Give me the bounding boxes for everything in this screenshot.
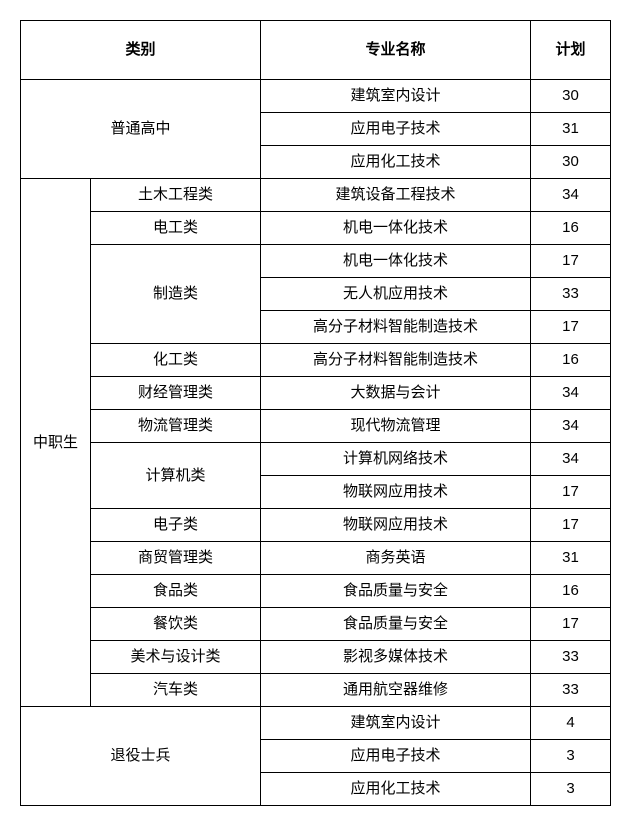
table-row: 食品类食品质量与安全16 (21, 575, 611, 608)
major-cell: 现代物流管理 (261, 410, 531, 443)
plan-cell: 17 (531, 476, 611, 509)
plan-cell: 31 (531, 542, 611, 575)
subcategory-label: 食品类 (91, 575, 261, 608)
plan-cell: 31 (531, 113, 611, 146)
major-cell: 建筑室内设计 (261, 80, 531, 113)
table-row: 汽车类通用航空器维修33 (21, 674, 611, 707)
plan-cell: 34 (531, 443, 611, 476)
enrollment-plan-table: 类别 专业名称 计划 普通高中建筑室内设计30应用电子技术31应用化工技术30中… (20, 20, 611, 806)
major-cell: 影视多媒体技术 (261, 641, 531, 674)
table-row: 美术与设计类影视多媒体技术33 (21, 641, 611, 674)
plan-cell: 16 (531, 575, 611, 608)
subcategory-label: 财经管理类 (91, 377, 261, 410)
table-row: 退役士兵建筑室内设计4 (21, 707, 611, 740)
plan-cell: 34 (531, 410, 611, 443)
major-cell: 建筑设备工程技术 (261, 179, 531, 212)
group-label: 普通高中 (21, 80, 261, 179)
subcategory-label: 制造类 (91, 245, 261, 344)
header-major: 专业名称 (261, 21, 531, 80)
subcategory-label: 计算机类 (91, 443, 261, 509)
plan-cell: 16 (531, 344, 611, 377)
major-cell: 无人机应用技术 (261, 278, 531, 311)
table-row: 物流管理类现代物流管理34 (21, 410, 611, 443)
plan-cell: 33 (531, 278, 611, 311)
plan-cell: 30 (531, 146, 611, 179)
subcategory-label: 化工类 (91, 344, 261, 377)
plan-cell: 3 (531, 740, 611, 773)
header-plan: 计划 (531, 21, 611, 80)
plan-cell: 30 (531, 80, 611, 113)
plan-cell: 33 (531, 674, 611, 707)
major-cell: 计算机网络技术 (261, 443, 531, 476)
major-cell: 应用电子技术 (261, 740, 531, 773)
plan-cell: 33 (531, 641, 611, 674)
major-cell: 应用化工技术 (261, 773, 531, 806)
plan-cell: 17 (531, 509, 611, 542)
plan-cell: 17 (531, 311, 611, 344)
major-cell: 食品质量与安全 (261, 608, 531, 641)
group-label: 退役士兵 (21, 707, 261, 806)
subcategory-label: 电工类 (91, 212, 261, 245)
plan-cell: 4 (531, 707, 611, 740)
plan-cell: 17 (531, 608, 611, 641)
major-cell: 机电一体化技术 (261, 245, 531, 278)
major-cell: 高分子材料智能制造技术 (261, 344, 531, 377)
major-cell: 大数据与会计 (261, 377, 531, 410)
subcategory-label: 汽车类 (91, 674, 261, 707)
header-category: 类别 (21, 21, 261, 80)
subcategory-label: 电子类 (91, 509, 261, 542)
major-cell: 高分子材料智能制造技术 (261, 311, 531, 344)
major-cell: 应用电子技术 (261, 113, 531, 146)
table-row: 电子类物联网应用技术17 (21, 509, 611, 542)
major-cell: 通用航空器维修 (261, 674, 531, 707)
plan-cell: 34 (531, 377, 611, 410)
major-cell: 物联网应用技术 (261, 509, 531, 542)
table-row: 财经管理类大数据与会计34 (21, 377, 611, 410)
subcategory-label: 餐饮类 (91, 608, 261, 641)
subcategory-label: 商贸管理类 (91, 542, 261, 575)
table-row: 计算机类计算机网络技术34 (21, 443, 611, 476)
major-cell: 物联网应用技术 (261, 476, 531, 509)
subcategory-label: 土木工程类 (91, 179, 261, 212)
plan-cell: 16 (531, 212, 611, 245)
plan-cell: 3 (531, 773, 611, 806)
table-row: 制造类机电一体化技术17 (21, 245, 611, 278)
table-row: 餐饮类食品质量与安全17 (21, 608, 611, 641)
table-row: 中职生土木工程类建筑设备工程技术34 (21, 179, 611, 212)
subcategory-label: 物流管理类 (91, 410, 261, 443)
table-body: 普通高中建筑室内设计30应用电子技术31应用化工技术30中职生土木工程类建筑设备… (21, 80, 611, 806)
subcategory-label: 美术与设计类 (91, 641, 261, 674)
major-cell: 机电一体化技术 (261, 212, 531, 245)
table-row: 普通高中建筑室内设计30 (21, 80, 611, 113)
table-row: 化工类高分子材料智能制造技术16 (21, 344, 611, 377)
table-row: 商贸管理类商务英语31 (21, 542, 611, 575)
major-cell: 应用化工技术 (261, 146, 531, 179)
major-cell: 建筑室内设计 (261, 707, 531, 740)
plan-cell: 17 (531, 245, 611, 278)
major-cell: 食品质量与安全 (261, 575, 531, 608)
table-header-row: 类别 专业名称 计划 (21, 21, 611, 80)
major-cell: 商务英语 (261, 542, 531, 575)
group-label: 中职生 (21, 179, 91, 707)
table-row: 电工类机电一体化技术16 (21, 212, 611, 245)
plan-cell: 34 (531, 179, 611, 212)
